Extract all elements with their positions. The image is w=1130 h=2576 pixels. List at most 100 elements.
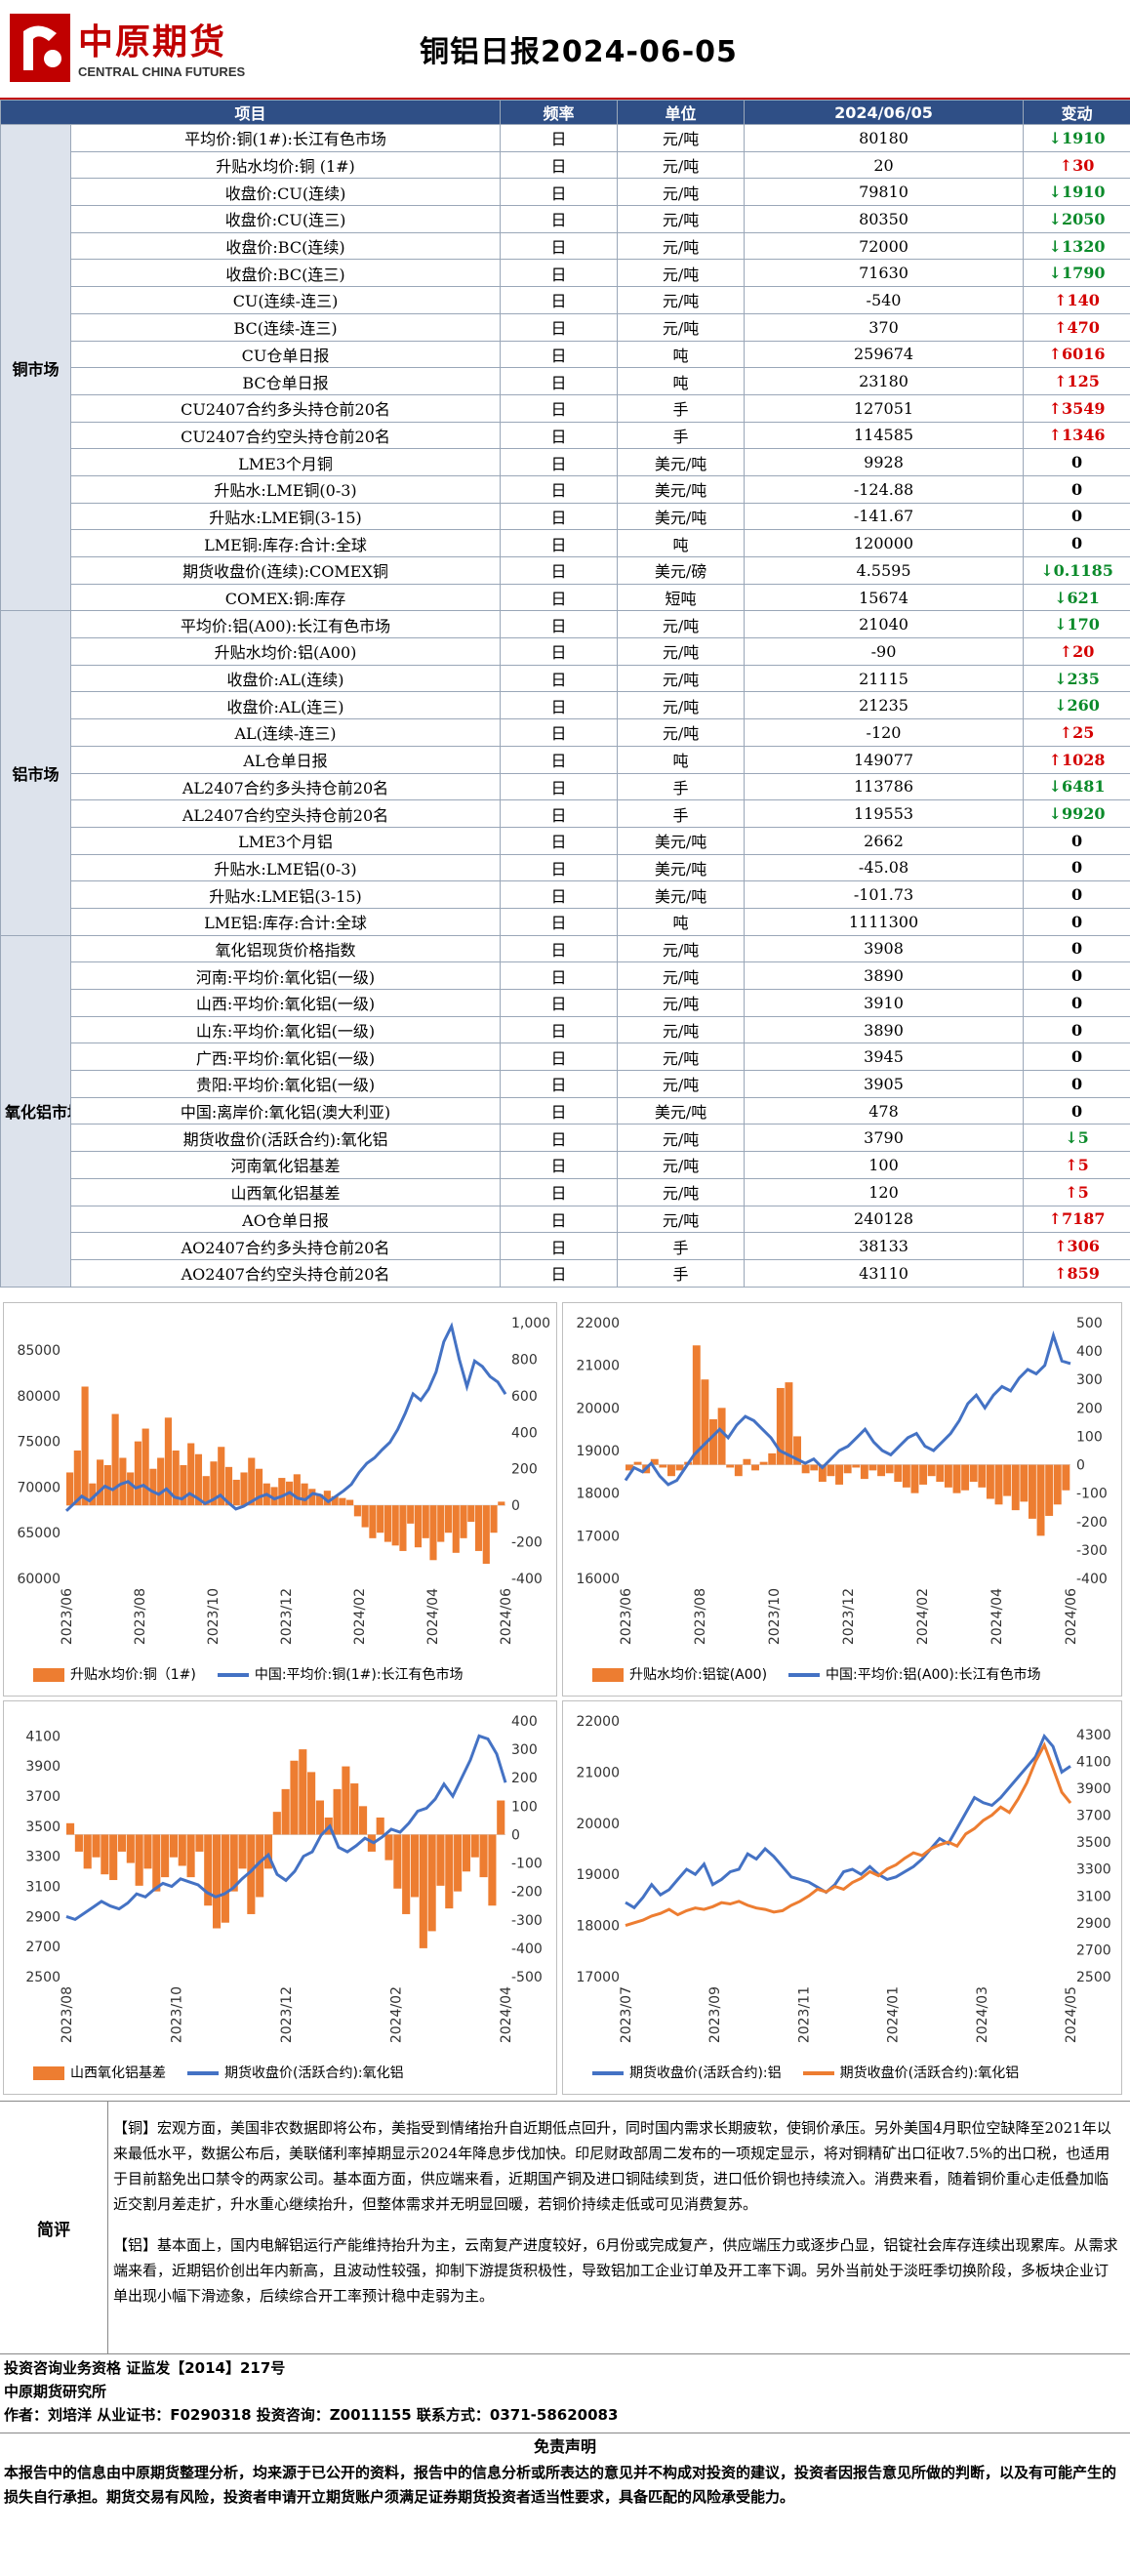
bar-mark [919,1464,928,1485]
bar-mark [497,1800,505,1835]
bar-mark [860,1464,868,1480]
table-row: CU2407合约多头持仓前20名日手 127051 ↑3549 [1,393,1130,423]
change-value: 1320 [1061,236,1106,256]
row-unit: 元/吨 [617,1205,746,1234]
arrow-up-icon: ↑ [1048,426,1062,445]
right-axis-tick: 800 [511,1352,538,1368]
row-item: 升贴水均价:铝(A00) [69,637,502,666]
left-axis-tick: 17000 [576,1970,620,1985]
table-row: AL2407合约多头持仓前20名日手 113786 ↓6481 [1,772,1130,801]
bar-mark [768,1452,777,1465]
bar-mark [793,1436,801,1465]
bar-mark [427,1834,436,1932]
row-item: LME3个月铝 [69,826,502,855]
bar-mark [272,1812,281,1835]
row-value: 259674 [744,340,1025,369]
bar-mark [221,1834,229,1923]
table-row: 升贴水:LME铜(0-3) 日美元/吨 -124.88 0 [1,474,1130,504]
right-axis-tick: 3100 [1076,1889,1111,1904]
table-row: 铜市场 平均价:铜(1#):长江有色市场日元/吨 80180 ↓1910 [0,123,1130,612]
table-row: BC仓单日报日吨 23180 ↑125 [1,367,1130,395]
bar-mark [359,1806,368,1835]
row-unit: 吨 [617,907,746,936]
row-change: 0 [1023,529,1130,557]
table-row: 升贴水:LME铝(0-3) 日美元/吨 -45.08 0 [1,853,1130,882]
legend-label: 山西氧化铝基差 [70,2065,166,2081]
bar-mark [97,1459,104,1506]
bar-mark [119,1457,127,1506]
row-unit: 吨 [617,367,746,395]
row-item: CU仓单日报 [69,340,502,369]
table-row: LME铝:库存:合计:全球日吨 1111300 0 [1,907,1130,936]
arrow-up-icon: ↑ [1054,1263,1068,1283]
row-frequency: 日 [500,1232,619,1260]
bar-mark [149,1468,157,1506]
table-row: BC(连续-连三) 日元/吨 370 ↑470 [1,312,1130,342]
row-change: ↓235 [1023,664,1130,693]
bar-mark [633,1461,642,1465]
legend-item: 期货收盘价(活跃合约):氧化铝 [802,2065,1019,2081]
bar-mark [1062,1464,1070,1491]
charts-area: 60000 65000 70000 75000 80000 85000 -400 -200 0 2… [0,1298,1130,2099]
bar-mark [361,1505,369,1528]
bar-mark [785,1382,793,1465]
row-item: CU(连续-连三) [69,286,502,314]
table-row: AO仓单日报日元/吨 240128 ↑7187 [1,1205,1130,1234]
row-item: COMEX:铜:库存 [69,583,502,612]
bar-mark [195,1834,204,1852]
row-unit: 美元/吨 [617,853,746,882]
row-value: 478 [744,1096,1025,1125]
legend-item: 期货收盘价(活跃合约):铝 [592,2065,782,2081]
row-change: ↓1320 [1023,231,1130,261]
x-axis-tick: 2024/06 [1064,1588,1079,1645]
row-unit: 元/吨 [617,231,746,261]
right-axis-tick: -300 [511,1913,543,1929]
x-axis-tick: 2023/09 [707,1986,723,2043]
right-axis-tick: 200 [511,1462,538,1478]
bar-mark [202,1476,210,1506]
right-axis-tick: -100 [1076,1487,1108,1502]
x-axis-tick: 2024/06 [499,1588,514,1645]
row-item: CU2407合约多头持仓前20名 [69,393,502,423]
arrow-up-icon: ↑ [1048,345,1062,364]
table-row: 广西:平均价:氧化铝(一级) 日元/吨 3945 0 [1,1043,1130,1072]
row-item: AO2407合约空头持仓前20名 [69,1258,502,1288]
row-change: ↑859 [1023,1258,1130,1288]
row-unit: 元/吨 [617,934,746,963]
table-row: 贵阳:平均价:氧化铝(一级) 日元/吨 3905 0 [1,1070,1130,1098]
bar-mark [994,1464,1003,1505]
right-axis-tick: 600 [511,1389,538,1405]
change-value: 0 [1070,939,1083,959]
right-axis-tick: -500 [511,1970,543,1985]
x-axis-tick: 2023/07 [619,1986,634,2043]
arrow-up-icon: ↑ [1054,372,1068,391]
row-unit: 美元/吨 [617,880,746,909]
row-item: 山西氧化铝基差 [69,1177,502,1206]
x-axis-tick: 2024/02 [352,1588,368,1645]
table-row: AL(连续-连三) 日元/吨 -120 ↑25 [1,718,1130,747]
bar-mark [436,1834,445,1886]
row-frequency: 日 [500,286,619,314]
row-change: 0 [1023,961,1130,990]
bar-mark [74,1834,83,1852]
row-change: 0 [1023,907,1130,936]
row-value: 100 [744,1151,1025,1179]
bar-mark [194,1453,203,1506]
right-axis-tick: 400 [511,1714,538,1730]
bar-mark [164,1417,172,1506]
change-value: 0 [1070,993,1083,1012]
commentary-section: 简评 【铜】宏观方面，美国非农数据即将公布，美指受到情绪抬升自近期低点回升，同时… [0,2101,1130,2354]
right-axis-tick: 500 [1076,1316,1103,1331]
bar-mark [248,1457,256,1506]
change-value: 30 [1072,155,1095,175]
row-change: ↑1346 [1023,421,1130,450]
row-frequency: 日 [500,474,619,504]
bar-mark [626,1464,633,1471]
row-frequency: 日 [500,880,619,909]
bar-mark [315,1800,324,1835]
bar-mark [240,1472,248,1506]
change-value: 1028 [1061,750,1106,769]
row-item: CU2407合约空头持仓前20名 [69,421,502,450]
table-row: 收盘价:AL(连三) 日元/吨 21235 ↓260 [1,691,1130,720]
chart-svg: 2500 2700 2900 3100 3300 3500 3700 3900 4100 -500… [25,1714,543,2043]
